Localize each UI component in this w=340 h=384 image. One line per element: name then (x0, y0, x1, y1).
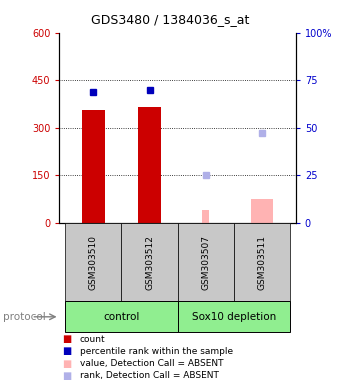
Text: GDS3480 / 1384036_s_at: GDS3480 / 1384036_s_at (91, 13, 249, 26)
Text: rank, Detection Call = ABSENT: rank, Detection Call = ABSENT (80, 371, 219, 381)
Text: control: control (103, 312, 140, 322)
Text: ■: ■ (62, 334, 71, 344)
Text: GSM303507: GSM303507 (201, 235, 210, 290)
Bar (234, 223, 290, 301)
Text: GSM303510: GSM303510 (89, 235, 98, 290)
Text: ■: ■ (62, 346, 71, 356)
Text: protocol: protocol (3, 312, 46, 322)
Bar (202, 210, 209, 223)
Bar (138, 107, 161, 223)
Bar (177, 223, 234, 301)
Text: Sox10 depletion: Sox10 depletion (192, 312, 276, 322)
Text: percentile rank within the sample: percentile rank within the sample (80, 347, 233, 356)
Text: count: count (80, 334, 105, 344)
Bar (65, 301, 177, 332)
Bar (251, 199, 273, 223)
Text: GSM303512: GSM303512 (145, 235, 154, 290)
Bar (65, 223, 121, 301)
Text: ■: ■ (62, 359, 71, 369)
Text: value, Detection Call = ABSENT: value, Detection Call = ABSENT (80, 359, 223, 368)
Bar (121, 223, 177, 301)
Bar (177, 301, 290, 332)
Text: ■: ■ (62, 371, 71, 381)
Bar (82, 110, 104, 223)
Text: GSM303511: GSM303511 (257, 235, 267, 290)
